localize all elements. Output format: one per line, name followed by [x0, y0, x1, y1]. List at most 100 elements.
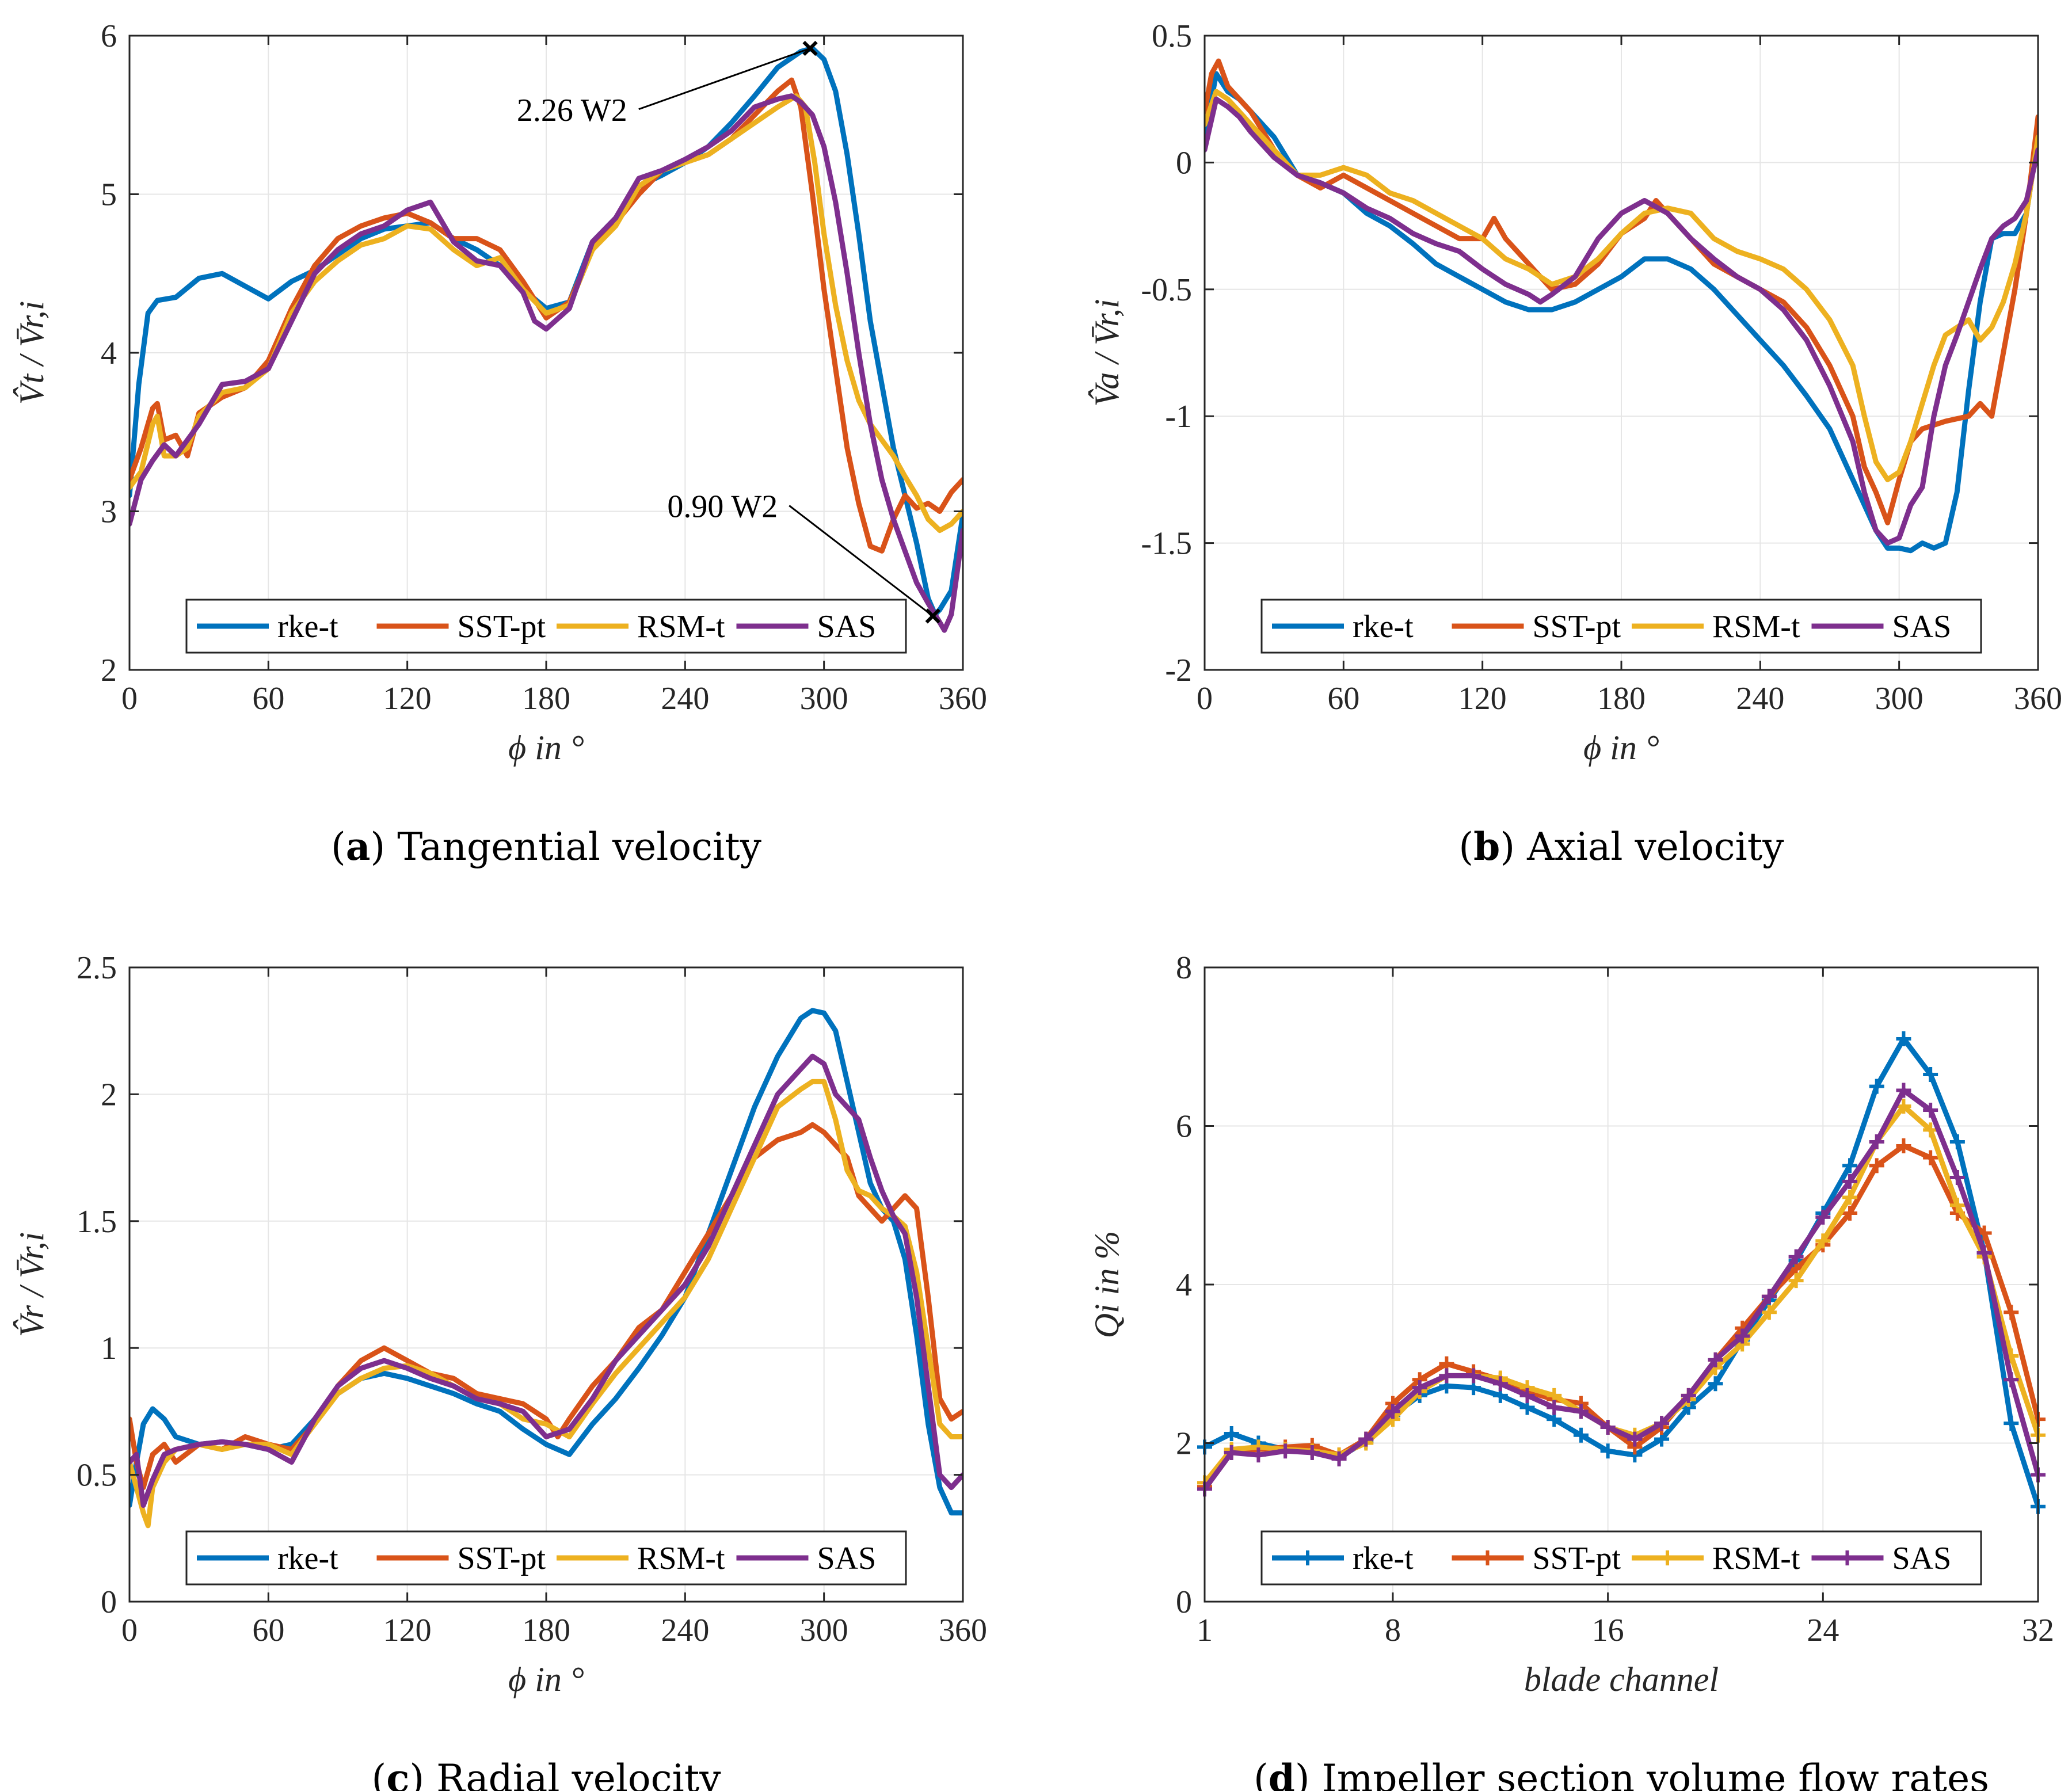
x-tick-label: 32	[2022, 1613, 2054, 1648]
data-point-SAS	[1627, 1431, 1643, 1447]
data-point-SAS	[1492, 1376, 1508, 1392]
caption-letter: d	[1269, 1756, 1295, 1791]
series-line-RSM-t	[130, 1079, 963, 1529]
legend-label-rke-t: rke-t	[1353, 1541, 1414, 1576]
figure-caption: (a) Tangential velocity	[331, 824, 762, 869]
y-tick-label: -1.5	[1141, 526, 1192, 562]
x-tick-label: 120	[1458, 681, 1507, 717]
data-point-RSM-t	[1815, 1233, 1831, 1249]
x-tick-label: 180	[1597, 681, 1646, 717]
legend: rke-t SST-pt RSM-t SAS	[185, 1530, 907, 1586]
x-tick-label: 240	[661, 681, 709, 717]
panel-axial-velocity: 0 60 120 180 240 300 360 -2 -1.5 -1 -0.5 0 0.5 ϕ in °…	[1088, 18, 2062, 869]
data-point-SAS	[1708, 1352, 1723, 1367]
data-point-rke-t	[1224, 1426, 1239, 1441]
y-tick-label: 0	[1176, 1584, 1192, 1620]
data-point-rke-t	[2004, 1416, 2019, 1431]
figure-caption: (b) Axial velocity	[1458, 824, 1784, 869]
x-tick-label: 60	[252, 1613, 284, 1648]
annotation-marker	[802, 40, 818, 56]
series-line-SAS	[130, 93, 963, 633]
x-tick-label: 120	[383, 681, 432, 717]
data-point-rke-t	[1708, 1376, 1723, 1392]
x-tick-label: 360	[939, 681, 987, 717]
data-point-SAS	[1842, 1173, 1858, 1189]
caption-open-paren: (	[1254, 1756, 1269, 1791]
y-tick-label: 2.5	[77, 950, 117, 986]
data-point-SAS	[1761, 1289, 1777, 1304]
data-point-SAS	[1976, 1245, 1992, 1260]
y-axis-label: V̂t / V̄r,i	[13, 301, 51, 405]
annotation-marker	[925, 608, 940, 624]
y-tick-label: 5	[101, 177, 117, 213]
data-point-SAS	[1896, 1083, 1911, 1098]
data-point-rke-t	[1869, 1079, 1884, 1094]
y-tick-label: -2	[1165, 653, 1192, 688]
legend-label-SAS: SAS	[817, 1541, 877, 1576]
data-point-SST-pt	[1923, 1150, 1938, 1165]
data-point-RSM-t	[1788, 1273, 1804, 1289]
figure-caption: (c) Radial velocity	[371, 1756, 721, 1791]
y-tick-label: 6	[1176, 1109, 1192, 1145]
caption-open-paren: (	[1458, 825, 1473, 869]
data-point-rke-t	[1842, 1158, 1858, 1173]
data-point-SAS	[1788, 1249, 1804, 1264]
caption-letter: c	[386, 1756, 409, 1791]
legend-label-RSM-t: RSM-t	[637, 1541, 725, 1576]
data-point-SAS	[1412, 1380, 1427, 1396]
data-point-rke-t	[1573, 1427, 1589, 1443]
data-point-rke-t	[1600, 1443, 1616, 1459]
legend-label-SST-pt: SST-pt	[458, 609, 546, 645]
data-point-SAS	[1735, 1328, 1750, 1344]
caption-open-paren: (	[331, 825, 346, 869]
data-point-SAS	[1547, 1400, 1562, 1415]
data-point-SAS	[1519, 1388, 1535, 1403]
series-line-SAS	[130, 1053, 963, 1508]
data-point-SAS	[1278, 1443, 1293, 1459]
data-point-rke-t	[1896, 1031, 1911, 1046]
panel-radial-velocity: 0 60 120 180 240 300 360 0 0.5 1 1.5 2 2.5 ϕ in ° V̂r …	[13, 950, 987, 1791]
caption-letter: b	[1473, 824, 1500, 869]
x-tick-label: 360	[939, 1613, 987, 1648]
y-tick-label: 4	[101, 336, 117, 371]
y-axis-label: V̂r / V̄r,i	[13, 1232, 51, 1337]
x-tick-label: 16	[1592, 1613, 1624, 1648]
legend-label-rke-t: rke-t	[1353, 609, 1414, 645]
y-tick-label: 2	[101, 653, 117, 688]
series-line-SST-pt	[130, 1122, 963, 1491]
x-tick-label: 8	[1385, 1613, 1401, 1648]
data-point-RSM-t	[1923, 1122, 1938, 1138]
legend: rke-t SST-pt RSM-t SAS	[1260, 599, 1982, 654]
data-point-SST-pt	[2004, 1305, 2019, 1320]
x-axis-label: ϕ in °	[1583, 729, 1659, 767]
x-tick-label: 0	[121, 681, 138, 717]
legend-label-SAS: SAS	[1892, 609, 1952, 645]
annotation-label: 0.90 W2	[667, 489, 778, 525]
x-tick-label: 0	[1197, 681, 1213, 717]
caption-close-paren: )	[409, 1756, 436, 1791]
x-tick-label: 360	[2014, 681, 2062, 717]
y-tick-label: 0	[1176, 145, 1192, 181]
legend-label-RSM-t: RSM-t	[1712, 609, 1800, 645]
legend-marker-SST-pt	[1480, 1550, 1495, 1565]
x-tick-label: 0	[121, 1613, 138, 1648]
data-point-SST-pt	[1842, 1206, 1858, 1221]
data-point-SAS	[1869, 1134, 1884, 1150]
x-tick-label: 60	[1327, 681, 1359, 717]
data-point-SAS	[1654, 1416, 1670, 1431]
data-point-SAS	[1304, 1445, 1320, 1461]
caption-text: Impeller section volume flow rates	[1322, 1756, 1989, 1791]
data-point-SAS	[1815, 1209, 1831, 1225]
series-line-SAS	[1205, 96, 2038, 546]
data-point-SAS	[1949, 1170, 1965, 1186]
y-tick-label: -1	[1165, 399, 1192, 435]
caption-open-paren: (	[371, 1756, 386, 1791]
legend-label-SST-pt: SST-pt	[1533, 609, 1621, 645]
series-line-RSM-t	[1205, 89, 2038, 482]
legend-label-SST-pt: SST-pt	[1533, 1541, 1621, 1576]
caption-letter: a	[346, 824, 371, 869]
legend-label-RSM-t: RSM-t	[1712, 1541, 1800, 1576]
data-point-RSM-t	[1761, 1305, 1777, 1320]
y-axis-label: Qi in %	[1088, 1231, 1126, 1339]
